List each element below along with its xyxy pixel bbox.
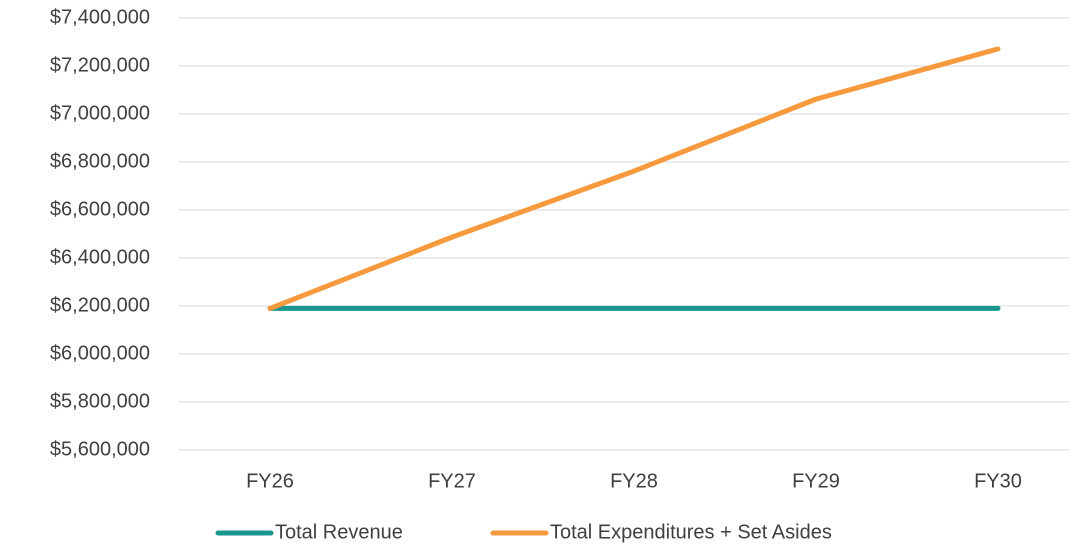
y-tick-label: $5,800,000 [50, 390, 150, 412]
y-tick-label: $6,800,000 [50, 150, 150, 172]
series-line [267, 46, 1001, 311]
x-tick-label: FY30 [974, 470, 1022, 492]
y-tick-label: $6,200,000 [50, 294, 150, 316]
y-tick-label: $6,400,000 [50, 246, 150, 268]
x-tick-label: FY27 [428, 470, 476, 492]
x-tick-label: FY29 [792, 470, 840, 492]
y-tick-label: $5,600,000 [50, 438, 150, 460]
legend-label: Total Expenditures + Set Asides [550, 521, 832, 543]
y-tick-label: $7,200,000 [50, 54, 150, 76]
legend-label: Total Revenue [275, 521, 403, 543]
x-tick-label: FY26 [246, 470, 294, 492]
x-tick-label: FY28 [610, 470, 658, 492]
y-tick-label: $6,600,000 [50, 198, 150, 220]
y-tick-label: $7,000,000 [50, 102, 150, 124]
y-tick-label: $7,400,000 [50, 6, 150, 28]
y-tick-label: $6,000,000 [50, 342, 150, 364]
